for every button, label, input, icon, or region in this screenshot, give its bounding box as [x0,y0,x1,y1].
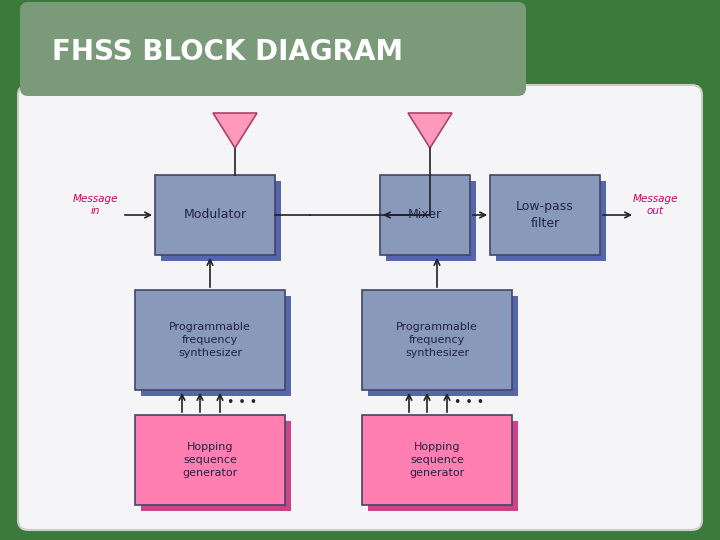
Text: Programmable
frequency
synthesizer: Programmable frequency synthesizer [396,322,478,358]
Bar [386,181,476,261]
FancyBboxPatch shape [20,2,526,96]
Text: Hopping
sequence
generator: Hopping sequence generator [410,442,464,478]
Bar [161,181,281,261]
Bar [368,296,518,396]
Bar [135,290,285,390]
Bar [141,421,291,511]
Text: Mixer: Mixer [408,208,442,221]
Polygon shape [213,113,257,148]
Bar [490,175,600,255]
Text: Programmable
frequency
synthesizer: Programmable frequency synthesizer [169,322,251,358]
Bar [362,415,512,505]
Bar [141,296,291,396]
FancyBboxPatch shape [18,85,702,530]
Polygon shape [408,113,452,148]
Text: FHSS BLOCK DIAGRAM: FHSS BLOCK DIAGRAM [52,38,403,66]
Bar [380,175,470,255]
Bar [155,175,275,255]
Text: Modulator: Modulator [184,208,246,221]
Bar [496,181,606,261]
Bar [362,290,512,390]
Text: • • •: • • • [454,395,484,408]
Text: Message
in: Message in [72,194,118,216]
Text: Message
out: Message out [632,194,678,216]
Text: Hopping
sequence
generator: Hopping sequence generator [182,442,238,478]
Bar [135,415,285,505]
Text: Low-pass
filter: Low-pass filter [516,200,574,230]
Text: • • •: • • • [227,395,257,408]
Bar [368,421,518,511]
